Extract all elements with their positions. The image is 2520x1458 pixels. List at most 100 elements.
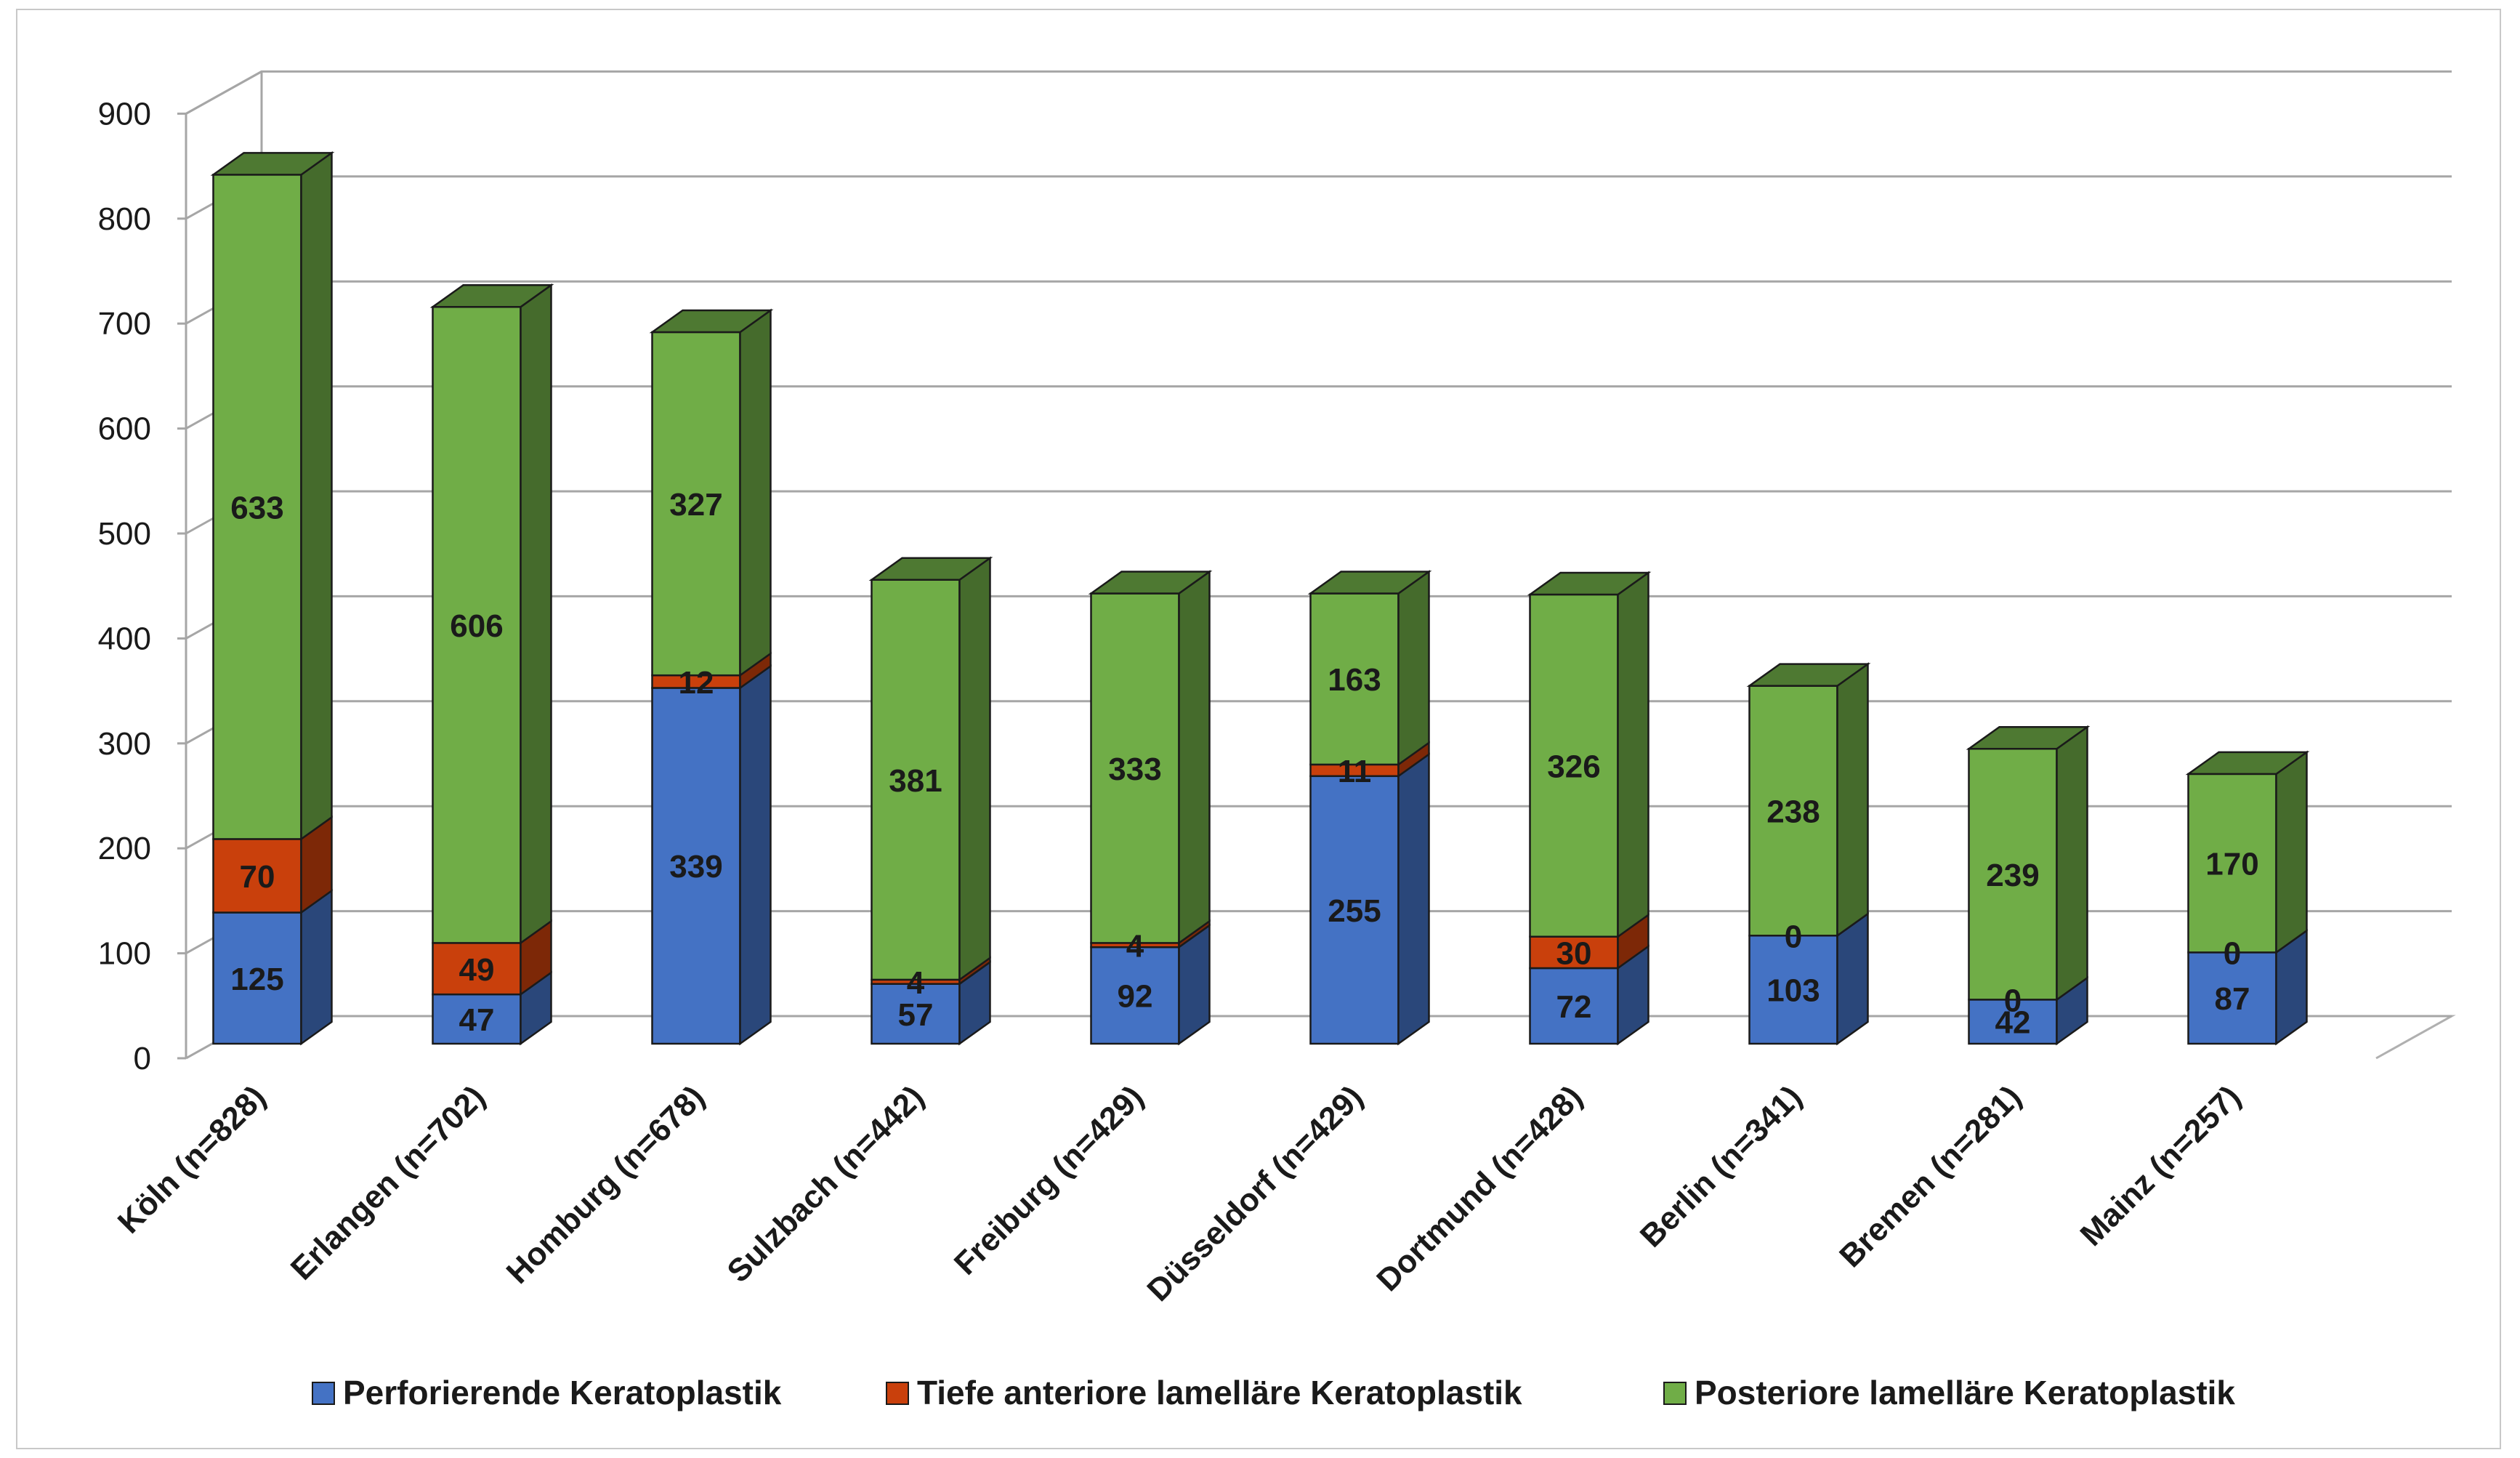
- data-label: 327: [669, 487, 722, 523]
- data-label: 239: [1986, 858, 2039, 893]
- bar-stack: [868, 556, 993, 1046]
- bar-top-face: [1746, 663, 1871, 687]
- data-label: 381: [889, 763, 942, 799]
- data-label: 238: [1766, 794, 1820, 829]
- data-label: 170: [2205, 847, 2258, 882]
- data-label: 0: [1785, 919, 1802, 954]
- y-tick-label: 400: [98, 621, 151, 656]
- x-category-label: Dortmund (n=428): [1370, 1079, 1589, 1298]
- bar-segment-front: [1748, 935, 1838, 1045]
- bar-segment-side: [1397, 752, 1430, 1046]
- wall-top-edge: [185, 71, 262, 115]
- bar-stack: [1307, 570, 1432, 1046]
- data-label: 633: [230, 490, 283, 525]
- data-label: 57: [898, 997, 934, 1033]
- legend-swatch: [312, 1382, 335, 1405]
- bar-stack: [1966, 725, 2091, 1046]
- bar-top-face: [1966, 725, 2091, 750]
- legend-label: Posteriore lamelläre Keratoplastik: [1695, 1374, 2235, 1411]
- gridline: [185, 175, 2452, 220]
- bar-segment-front: [1309, 775, 1400, 1045]
- bar-stack: [1527, 571, 1652, 1046]
- y-tick-label: 300: [98, 726, 151, 762]
- x-category-label: Mainz (n=257): [2074, 1079, 2248, 1253]
- legend-label: Tiefe anteriore lamelläre Keratoplastik: [917, 1374, 1522, 1411]
- data-label: 163: [1328, 662, 1381, 698]
- bar-segment-side: [1836, 662, 1869, 938]
- bar-segment-front: [871, 579, 961, 981]
- bar-segment-front: [1309, 592, 1400, 766]
- bar-top-face: [649, 309, 774, 334]
- bar-segment-front: [1529, 935, 1619, 970]
- bar-segment-front: [432, 306, 522, 944]
- bar-top-face: [1088, 571, 1213, 595]
- y-tick-label: 100: [98, 936, 151, 972]
- bar-stack: [210, 150, 335, 1046]
- bar-segment-front: [432, 942, 522, 996]
- bar-top-face: [868, 557, 993, 581]
- data-label: 326: [1547, 749, 1600, 784]
- bar-segment-front: [1529, 967, 1619, 1045]
- bar-segment-side: [300, 889, 333, 1046]
- bar-segment-front: [432, 993, 522, 1045]
- data-label: 339: [669, 849, 722, 885]
- bar-segment-side: [520, 283, 552, 945]
- y-tick-label: 500: [98, 516, 151, 552]
- data-label: 42: [1995, 1005, 2031, 1041]
- y-tick-label: 600: [98, 411, 151, 447]
- data-label: 30: [1556, 935, 1592, 971]
- data-label: 606: [450, 608, 503, 644]
- data-label: 87: [2215, 981, 2250, 1017]
- data-label: 255: [1328, 893, 1381, 929]
- bar-top-face: [2185, 751, 2310, 776]
- data-label: 92: [1118, 979, 1153, 1015]
- bar-segment-side: [300, 150, 333, 841]
- data-label: 4: [1126, 928, 1144, 964]
- bar-segment-side: [2275, 750, 2308, 954]
- x-category-label: Homburg (n=678): [500, 1079, 711, 1290]
- y-axis: 0 100 200 300 400 500 600 700 800 900: [98, 71, 263, 1076]
- bar-segment-side: [2056, 725, 2088, 1002]
- bar-segment-side: [739, 664, 772, 1046]
- y-tick-label: 800: [98, 201, 151, 237]
- bar-segment-side: [958, 556, 991, 982]
- bar-segment-side: [1178, 570, 1211, 945]
- bar-top-face: [1307, 571, 1432, 595]
- bar-top-face: [429, 284, 554, 308]
- data-label: 72: [1556, 989, 1592, 1025]
- data-label: 125: [230, 962, 283, 997]
- data-label: 11: [1338, 754, 1372, 789]
- legend-label: Perforierende Keratoplastik: [343, 1374, 782, 1411]
- x-category-label: Freiburg (n=429): [948, 1079, 1150, 1281]
- legend: Perforierende Keratoplastik Tiefe anterio…: [312, 1374, 2235, 1411]
- data-label: 0: [2004, 983, 2022, 1018]
- bar-segment-front: [651, 331, 741, 677]
- bar-segment-front: [1529, 593, 1619, 938]
- x-axis: Köln (n=828) Erlangen (n=702) Homburg (n=6…: [111, 1079, 2248, 1308]
- y-tick-label: 900: [98, 96, 151, 132]
- data-label: 4: [907, 965, 925, 1001]
- bar-segment-front: [871, 983, 961, 1045]
- bar-stack: [649, 308, 774, 1046]
- bar-stack: [429, 283, 554, 1046]
- bar-segment-side: [739, 308, 772, 677]
- x-category-label: Berlin (n=341): [1633, 1079, 1809, 1254]
- x-category-label: Bremen (n=281): [1833, 1079, 2028, 1274]
- data-labels: 1257063347496063391232757438192433325511…: [230, 487, 2258, 1041]
- data-label: 49: [459, 952, 495, 988]
- bar-segment-front: [1090, 946, 1180, 1045]
- y-tick-label: 0: [134, 1041, 151, 1076]
- legend-swatch: [1663, 1382, 1687, 1405]
- bar-stack: [2185, 750, 2310, 1046]
- x-category-label: Erlangen (n=702): [284, 1079, 492, 1286]
- legend-swatch: [886, 1382, 909, 1405]
- bar-top-face: [1527, 571, 1652, 596]
- bar-segment-front: [2187, 951, 2277, 1045]
- bar-segment-front: [212, 911, 302, 1045]
- x-category-label: Düsseldorf (n=429): [1140, 1079, 1370, 1308]
- bar-segment-side: [1397, 570, 1430, 767]
- gridline: [185, 70, 2452, 115]
- bar-segment-front: [1090, 592, 1180, 944]
- data-label: 103: [1766, 973, 1820, 1009]
